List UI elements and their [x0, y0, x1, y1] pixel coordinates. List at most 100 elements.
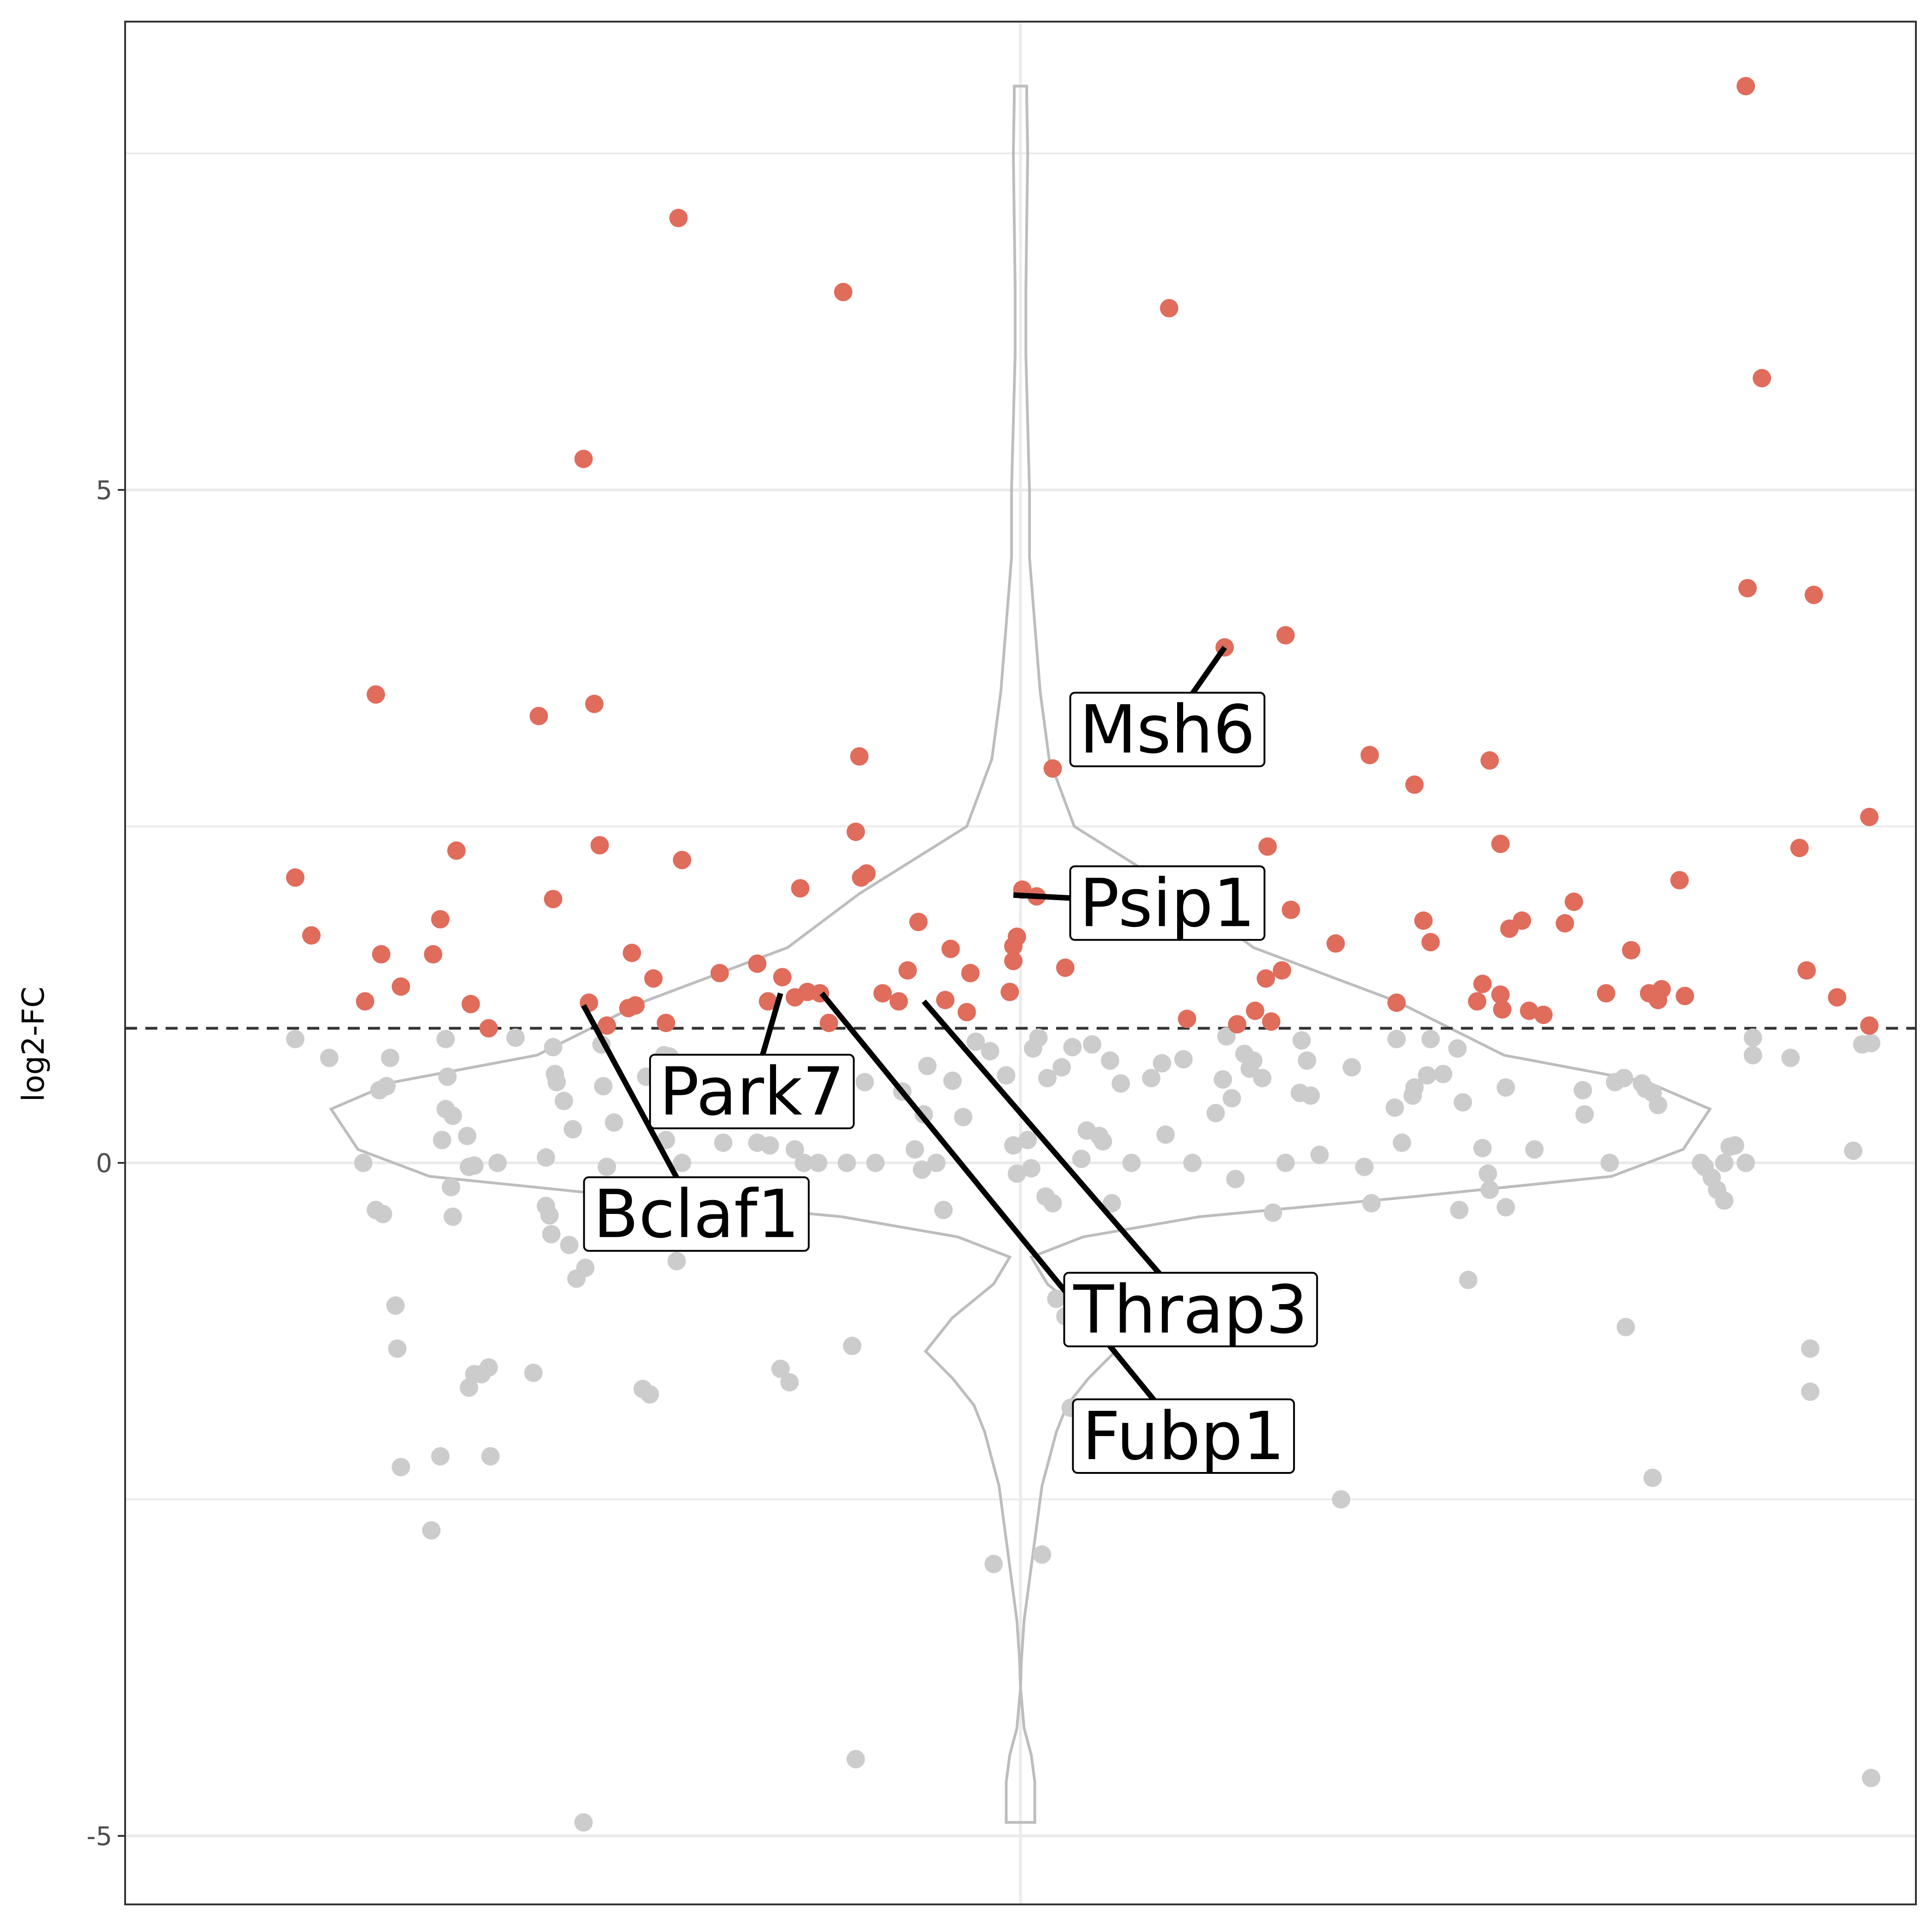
point-below-threshold — [431, 1447, 450, 1466]
point-below-threshold — [1153, 1054, 1172, 1073]
point-below-threshold — [1649, 1096, 1668, 1115]
point-below-threshold — [1600, 1154, 1619, 1172]
data-points — [286, 77, 1880, 1832]
point-above-threshold — [656, 1013, 675, 1032]
point-above-threshold — [391, 977, 410, 996]
label-box-psip1 — [1069, 865, 1265, 941]
point-above-threshold — [1004, 952, 1023, 971]
point-above-threshold — [1282, 900, 1300, 919]
point-below-threshold — [1111, 1074, 1130, 1093]
point-above-threshold — [1468, 992, 1487, 1011]
label-text-msh6: Msh6 — [1080, 691, 1255, 768]
point-below-threshold — [544, 1038, 563, 1057]
point-below-threshold — [1332, 1490, 1351, 1509]
point-below-threshold — [794, 1154, 813, 1172]
point-below-threshold — [1386, 1098, 1404, 1117]
point-above-threshold — [286, 868, 305, 887]
point-below-threshold — [1801, 1339, 1820, 1358]
point-below-threshold — [1043, 1194, 1062, 1213]
point-below-threshold — [286, 1029, 305, 1048]
point-below-threshold — [1525, 1140, 1544, 1159]
point-above-threshold — [356, 992, 374, 1011]
point-above-threshold — [791, 879, 810, 898]
point-below-threshold — [1226, 1170, 1245, 1189]
point-above-threshold — [1043, 759, 1062, 778]
point-below-threshold — [1743, 1046, 1762, 1064]
point-below-threshold — [564, 1120, 582, 1138]
point-below-threshold — [905, 1140, 924, 1159]
label-psip1: Psip1 — [1069, 864, 1265, 942]
point-below-threshold — [1038, 1069, 1057, 1087]
point-below-threshold — [1298, 1051, 1317, 1070]
point-above-threshold — [1491, 834, 1510, 853]
point-above-threshold — [834, 282, 853, 301]
point-above-threshold — [1480, 751, 1499, 770]
point-below-threshold — [465, 1156, 484, 1175]
point-below-threshold — [422, 1521, 441, 1540]
point-above-threshold — [961, 964, 980, 983]
point-below-threshold — [1029, 1028, 1048, 1047]
point-below-threshold — [547, 1073, 566, 1092]
point-above-threshold — [850, 747, 869, 766]
point-below-threshold — [866, 1154, 885, 1172]
point-below-threshold — [442, 1178, 460, 1196]
point-below-threshold — [1387, 1029, 1406, 1048]
point-below-threshold — [780, 1373, 799, 1392]
point-below-threshold — [1047, 1289, 1066, 1308]
point-below-threshold — [1183, 1154, 1202, 1172]
point-above-threshold — [1512, 911, 1531, 930]
point-below-threshold — [1421, 1029, 1440, 1048]
point-above-threshold — [669, 208, 688, 227]
point-below-threshold — [1052, 1058, 1071, 1077]
point-above-threshold — [644, 969, 663, 988]
point-below-threshold — [1434, 1064, 1453, 1083]
label-box-msh6 — [1069, 691, 1265, 767]
point-below-threshold — [954, 1108, 972, 1127]
point-below-threshold — [1244, 1051, 1263, 1070]
point-below-threshold — [443, 1208, 462, 1226]
y-axis-title: log2-FC — [16, 987, 51, 1102]
point-above-threshold — [1670, 871, 1689, 890]
point-above-threshold — [1360, 746, 1379, 765]
point-above-threshold — [1000, 983, 1019, 1001]
label-msh6: Msh6 — [1069, 691, 1265, 768]
point-above-threshold — [1272, 961, 1291, 980]
point-below-threshold — [436, 1029, 455, 1048]
point-below-threshold — [771, 1359, 790, 1378]
point-above-threshold — [1421, 933, 1440, 952]
point-above-threshold — [889, 992, 908, 1011]
point-below-threshold — [1725, 1136, 1744, 1155]
point-above-threshold — [1675, 987, 1694, 1006]
point-above-threshold — [302, 926, 321, 945]
point-below-threshold — [913, 1160, 932, 1179]
point-below-threshold — [1310, 1145, 1329, 1164]
point-below-threshold — [997, 1066, 1016, 1085]
point-above-threshold — [1797, 961, 1816, 980]
point-above-threshold — [1473, 974, 1492, 993]
point-below-threshold — [846, 1750, 865, 1769]
label-text-bclaf1: Bclaf1 — [593, 1175, 800, 1253]
point-above-threshold — [1491, 985, 1510, 1004]
point-above-threshold — [590, 836, 609, 855]
point-below-threshold — [1862, 1034, 1880, 1052]
point-above-threshold — [1828, 988, 1846, 1007]
label-thrap3: Thrap3 — [1063, 1271, 1318, 1348]
point-below-threshold — [1072, 1150, 1091, 1168]
point-above-threshold — [372, 945, 391, 964]
point-below-threshold — [576, 1259, 595, 1277]
point-above-threshold — [1256, 969, 1275, 988]
point-below-threshold — [540, 1206, 559, 1225]
point-below-threshold — [1156, 1125, 1175, 1144]
point-below-threshold — [1083, 1035, 1102, 1054]
point-below-threshold — [1213, 1070, 1232, 1089]
point-below-threshold — [1033, 1545, 1052, 1564]
point-below-threshold — [320, 1048, 339, 1067]
point-above-threshold — [819, 1013, 838, 1032]
point-below-threshold — [934, 1201, 953, 1219]
point-below-threshold — [1142, 1069, 1161, 1087]
point-above-threshold — [1262, 1012, 1281, 1031]
point-below-threshold — [809, 1154, 828, 1172]
point-below-threshold — [1276, 1154, 1295, 1172]
point-below-threshold — [1573, 1081, 1592, 1099]
